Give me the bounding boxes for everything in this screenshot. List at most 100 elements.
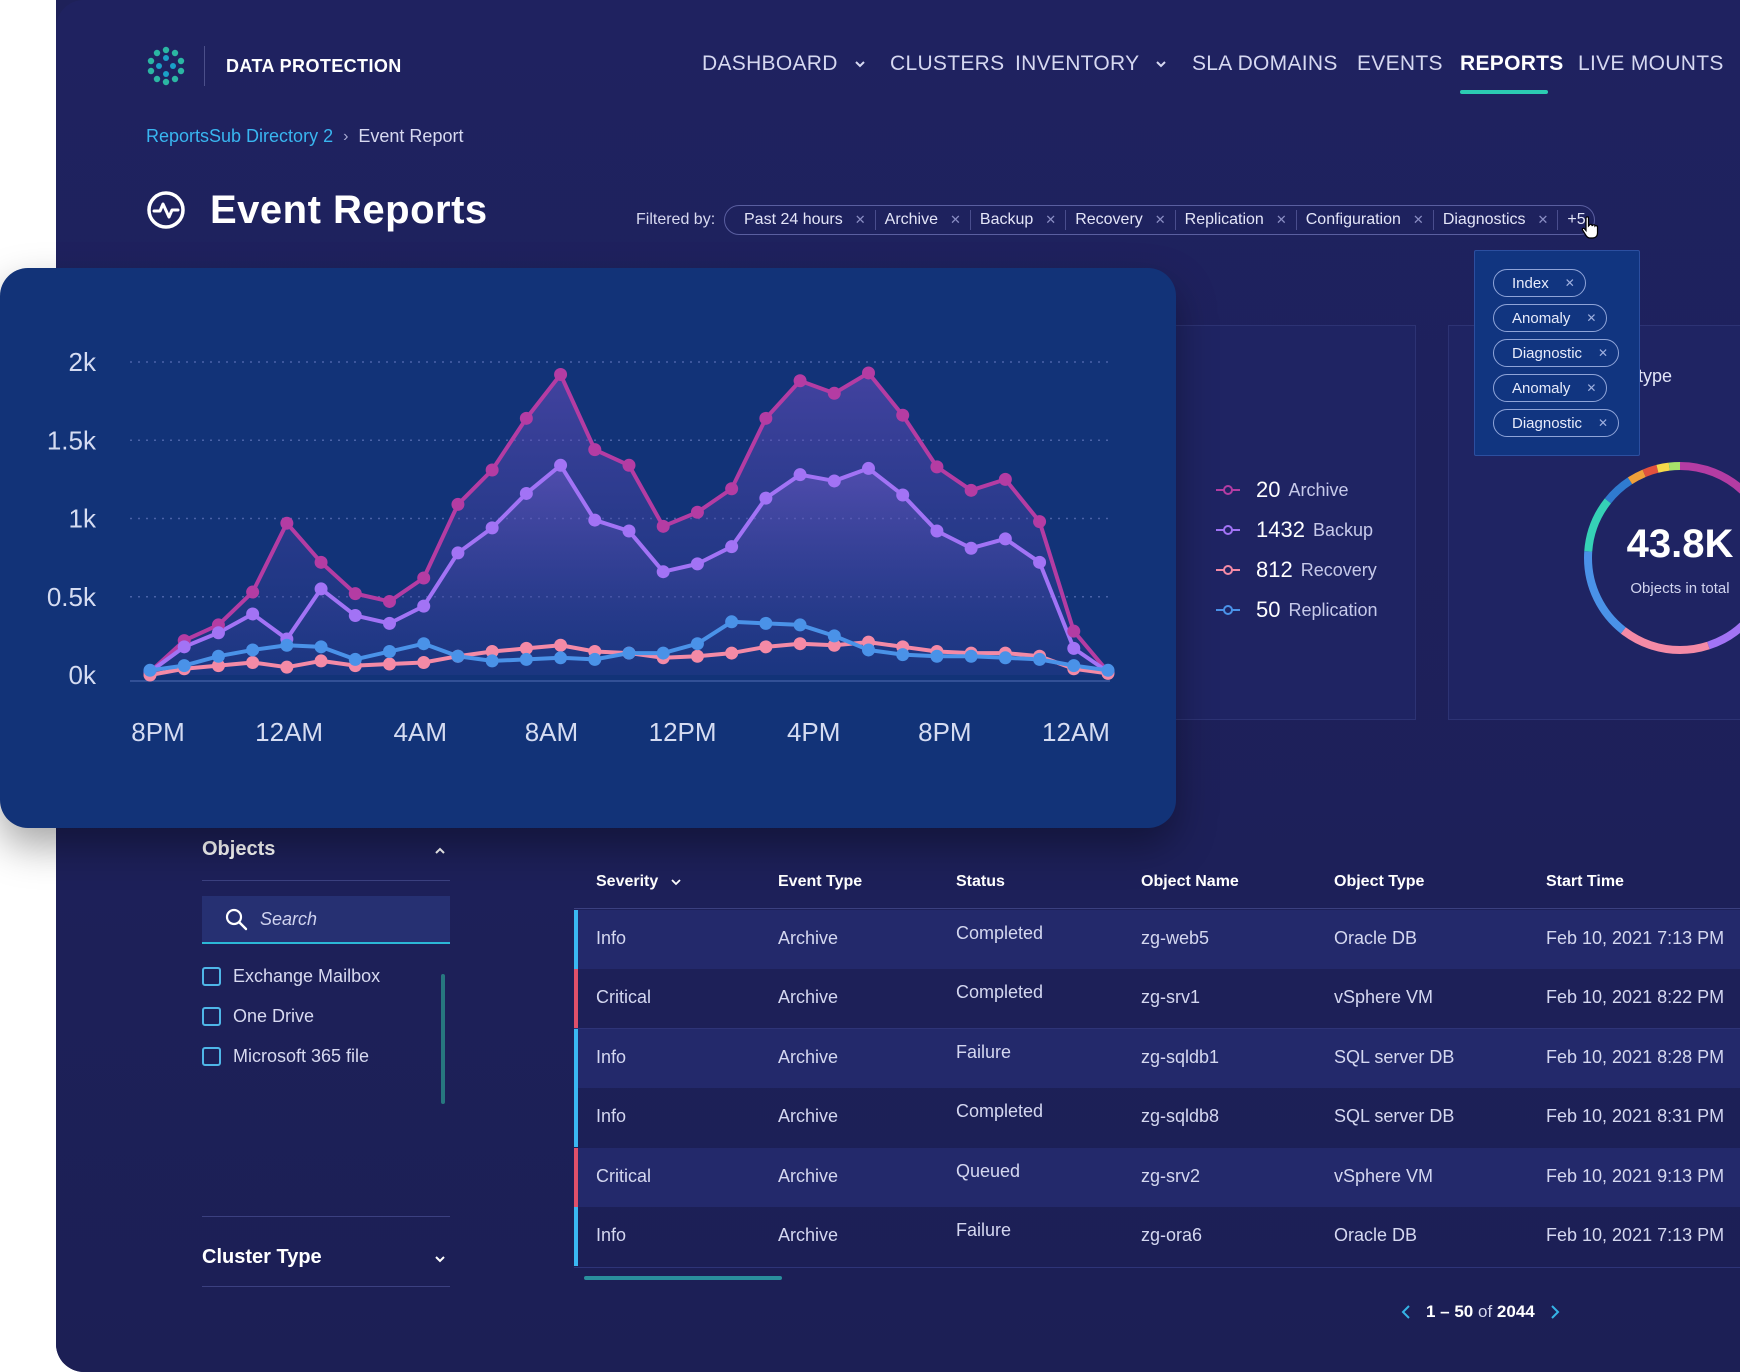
filter-chip[interactable]: Past 24 hours ✕ — [735, 210, 876, 230]
legend-item-recovery[interactable]: 812 Recovery — [1216, 550, 1378, 590]
overflow-chip-label: Diagnostic — [1512, 344, 1583, 362]
sidebar-scrollbar[interactable] — [441, 974, 445, 1104]
remove-filter-icon[interactable]: ✕ — [854, 212, 866, 227]
chevron-left-icon[interactable] — [1400, 1304, 1412, 1320]
objects-filter-title[interactable]: Objects — [202, 838, 276, 860]
table-row[interactable]: Info Archive Failure zg-ora6 Oracle DB F… — [574, 1207, 1740, 1266]
type-dropdown-label[interactable]: type — [1638, 366, 1673, 386]
remove-filter-icon[interactable]: ✕ — [950, 212, 961, 227]
object-option-checkbox[interactable]: Microsoft 365 file — [202, 1046, 369, 1067]
remove-filter-icon[interactable]: ✕ — [1412, 212, 1424, 227]
data-point-replication — [862, 643, 875, 657]
row-divider — [574, 1267, 1740, 1268]
data-point-replication — [588, 652, 602, 666]
table-row[interactable]: Info Archive Completed zg-sqldb8 SQL ser… — [574, 1088, 1740, 1147]
data-point-replication — [211, 649, 225, 663]
nav-clusters[interactable]: CLUSTERS — [890, 52, 1004, 76]
overflow-filter-chip[interactable]: Anomaly ✕ — [1493, 304, 1608, 332]
filter-chip[interactable]: Recovery ✕ — [1066, 210, 1176, 230]
chevron-right-icon[interactable] — [1549, 1304, 1561, 1320]
overflow-filter-chip[interactable]: Index ✕ — [1493, 269, 1586, 297]
y-tick-label: 2k — [69, 347, 97, 377]
filter-chip[interactable]: Backup ✕ — [971, 210, 1067, 230]
nav-dashboard[interactable]: DASHBOARD — [702, 52, 866, 76]
cluster-type-filter-title[interactable]: Cluster Type — [202, 1246, 322, 1268]
nav-reports[interactable]: REPORTS — [1460, 52, 1564, 76]
legend-item-replication[interactable]: 50 Replication — [1216, 590, 1378, 630]
checkbox-icon[interactable] — [202, 1047, 221, 1066]
column-header-start-time[interactable]: Start Time — [1546, 873, 1624, 890]
column-header-object-type[interactable]: Object Type — [1334, 873, 1425, 890]
legend-label: Replication — [1288, 599, 1378, 620]
nav-live-mounts[interactable]: LIVE MOUNTS — [1578, 52, 1724, 76]
overflow-filter-chip[interactable]: Diagnostic ✕ — [1493, 339, 1620, 367]
data-point-archive — [622, 458, 636, 472]
checkbox-icon[interactable] — [202, 1007, 221, 1026]
cell-object-type: SQL server DB — [1334, 1047, 1455, 1067]
remove-filter-icon[interactable]: ✕ — [1275, 212, 1287, 227]
objects-total-label: Objects in total — [1630, 580, 1730, 597]
remove-filter-icon[interactable]: ✕ — [1537, 212, 1549, 227]
remove-filter-icon[interactable]: ✕ — [1154, 212, 1166, 227]
breadcrumb-parent-link[interactable]: ReportsSub Directory 2 — [146, 126, 334, 146]
severity-indicator — [574, 969, 578, 1028]
remove-filter-icon[interactable]: ✕ — [1598, 346, 1609, 360]
overflow-filter-chip[interactable]: Diagnostic ✕ — [1493, 409, 1620, 437]
filter-chip[interactable]: Replication ✕ — [1176, 210, 1297, 230]
data-point-replication — [759, 616, 773, 630]
chevron-up-icon[interactable] — [434, 846, 446, 856]
y-tick-label: 0k — [69, 660, 97, 690]
chevron-down-icon[interactable] — [434, 1254, 446, 1264]
recovery-legend-icon — [1216, 565, 1240, 575]
brand-logo-icon[interactable] — [144, 44, 188, 88]
table-row[interactable]: Critical Archive Queued zg-srv2 vSphere … — [574, 1148, 1740, 1207]
data-point-replication — [314, 640, 328, 654]
more-filters-button[interactable]: +5 — [1558, 210, 1585, 230]
data-point-replication — [1033, 652, 1047, 666]
filter-chip[interactable]: Diagnostics ✕ — [1434, 210, 1559, 230]
breadcrumb: ReportsSub Directory 2 › Event Report — [146, 126, 463, 147]
data-point-backup — [451, 546, 465, 560]
objects-search[interactable] — [202, 896, 450, 944]
column-header-object-name[interactable]: Object Name — [1141, 873, 1239, 890]
table-horizontal-scrollbar[interactable] — [584, 1276, 782, 1280]
column-header-severity[interactable]: Severity — [596, 873, 681, 891]
filter-chip[interactable]: Archive ✕ — [876, 210, 971, 230]
nav-sla-domains[interactable]: SLA DOMAINS — [1192, 52, 1338, 76]
remove-filter-icon[interactable]: ✕ — [1045, 212, 1057, 227]
legend-item-backup[interactable]: 1432 Backup — [1216, 510, 1378, 550]
table-row[interactable]: Info Archive Completed zg-web5 Oracle DB… — [574, 910, 1740, 969]
remove-filter-icon[interactable]: ✕ — [1564, 276, 1575, 290]
object-option-checkbox[interactable]: One Drive — [202, 1006, 314, 1027]
table-row[interactable]: Info Archive Failure zg-sqldb1 SQL serve… — [574, 1029, 1740, 1088]
remove-filter-icon[interactable]: ✕ — [1586, 311, 1597, 325]
column-header-status[interactable]: Status — [956, 873, 1005, 890]
pagination-total: 2044 — [1496, 1302, 1535, 1321]
legend-item-archive[interactable]: 20 Archive — [1216, 470, 1378, 510]
data-point-archive — [998, 472, 1012, 486]
remove-filter-icon[interactable]: ✕ — [1598, 416, 1609, 430]
filter-chip[interactable]: Configuration ✕ — [1297, 210, 1434, 230]
sort-chevron-icon[interactable] — [671, 878, 681, 886]
overflow-filter-chip[interactable]: Anomaly ✕ — [1493, 374, 1608, 402]
search-input[interactable] — [260, 908, 440, 930]
x-tick-label: 4PM — [787, 717, 840, 747]
legend-count: 20 — [1256, 477, 1281, 502]
nav-events[interactable]: EVENTS — [1357, 52, 1443, 76]
nav-inventory[interactable]: INVENTORY — [1015, 52, 1167, 76]
data-point-archive — [554, 368, 568, 382]
checkbox-icon[interactable] — [202, 967, 221, 986]
table-row[interactable]: Critical Archive Completed zg-srv1 vSphe… — [574, 969, 1740, 1028]
data-point-archive — [1067, 624, 1081, 638]
remove-filter-icon[interactable]: ✕ — [1586, 381, 1597, 395]
column-header-event-type[interactable]: Event Type — [778, 873, 863, 890]
data-point-archive — [690, 505, 704, 519]
table-header-divider — [574, 908, 1740, 909]
data-point-archive — [759, 411, 773, 425]
data-point-replication — [143, 663, 157, 677]
object-option-checkbox[interactable]: Exchange Mailbox — [202, 966, 380, 987]
data-point-backup — [759, 491, 773, 505]
brand-name: DATA PROTECTION — [226, 56, 402, 76]
legend-count: 1432 — [1256, 517, 1305, 542]
cell-status: Completed — [956, 923, 1044, 943]
